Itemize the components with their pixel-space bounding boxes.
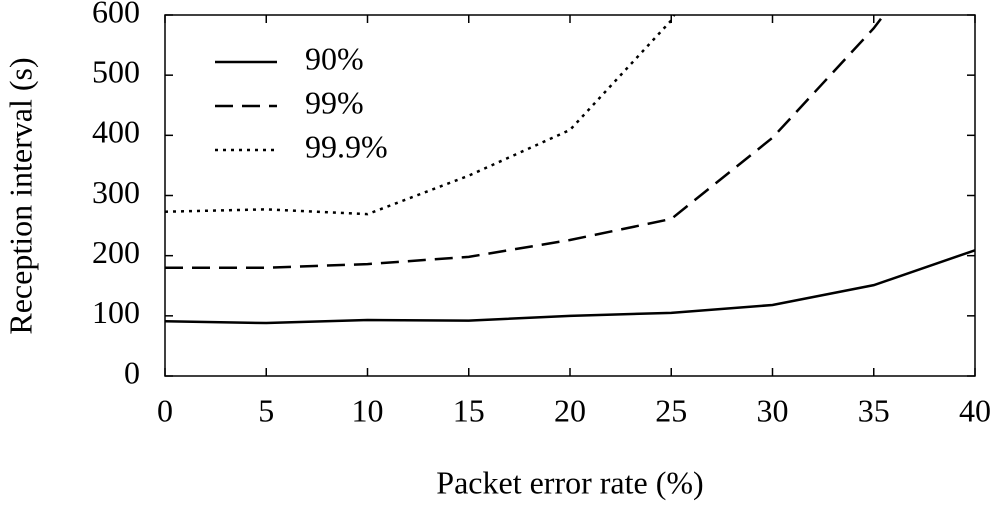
x-tick-label: 0 <box>157 392 173 428</box>
legend-label: 99% <box>305 84 364 120</box>
y-tick-label: 500 <box>92 54 140 90</box>
x-tick-label: 30 <box>757 392 789 428</box>
x-axis-label: Packet error rate (%) <box>436 464 703 500</box>
series-line <box>165 15 886 269</box>
series-line <box>165 249 975 325</box>
x-tick-label: 20 <box>554 392 586 428</box>
y-tick-label: 0 <box>124 354 140 390</box>
legend-label: 99.9% <box>305 128 388 164</box>
y-axis-label: Reception interval (s) <box>2 57 38 334</box>
legend-label: 90% <box>305 40 364 76</box>
x-tick-label: 15 <box>453 392 485 428</box>
y-tick-label: 200 <box>92 234 140 270</box>
y-tick-label: 300 <box>92 174 140 210</box>
plot-area <box>165 15 975 325</box>
x-tick-label: 40 <box>959 392 991 428</box>
y-tick-label: 600 <box>92 0 140 29</box>
y-tick-label: 400 <box>92 114 140 150</box>
x-tick-label: 5 <box>258 392 274 428</box>
x-tick-label: 10 <box>352 392 384 428</box>
x-tick-label: 25 <box>655 392 687 428</box>
y-tick-label: 100 <box>92 294 140 330</box>
x-tick-label: 35 <box>858 392 890 428</box>
